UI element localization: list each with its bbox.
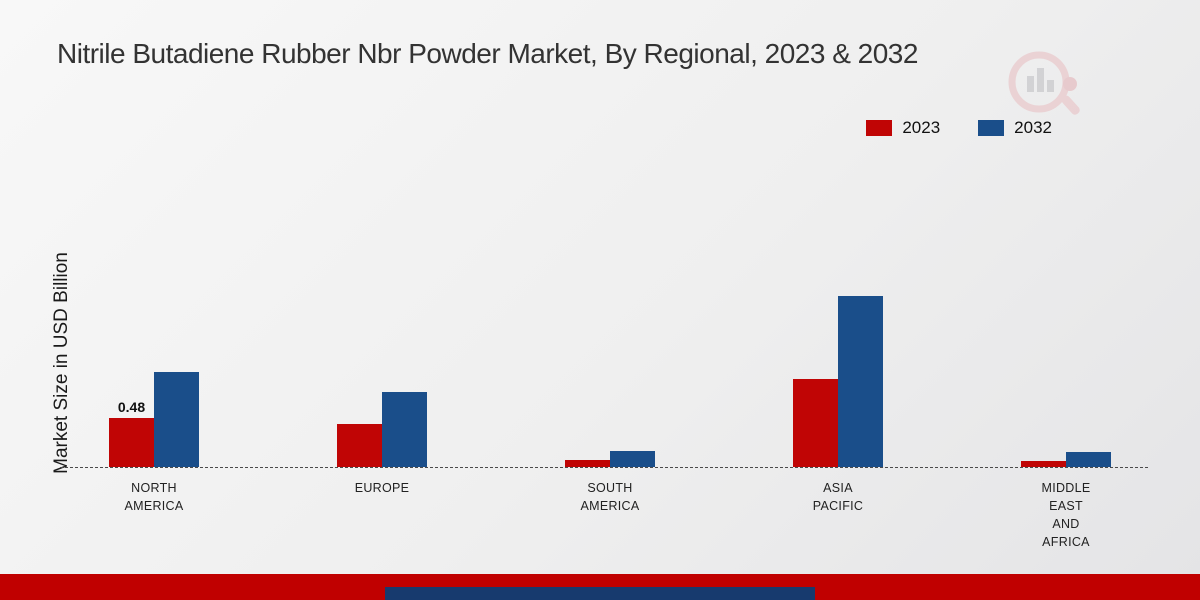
bar-2023-south-america[interactable] xyxy=(565,460,610,467)
bar-value-label: 0.48 xyxy=(117,399,146,415)
bar-2023-asia-pacific[interactable] xyxy=(793,379,838,467)
bar-col xyxy=(1021,461,1066,467)
category-label-middle-east-and-africa: MIDDLE EAST AND AFRICA xyxy=(1041,481,1091,550)
chart-legend: 2023 2032 xyxy=(866,118,1052,138)
bar-col xyxy=(337,424,382,467)
bar-col: 0.48 xyxy=(109,399,154,467)
bar-2023-north-america[interactable] xyxy=(109,418,154,467)
legend-item-2032[interactable]: 2032 xyxy=(978,118,1052,138)
bar-2032-south-america[interactable] xyxy=(610,451,655,467)
bar-group-north-america: 0.48 NORTH AMERICA xyxy=(108,372,200,513)
x-axis-baseline xyxy=(60,467,1148,468)
bar-groups: 0.48 NORTH AMERICA EUROPE SOUTH AMERICA ASIA PA… xyxy=(40,127,1180,549)
bar-col xyxy=(838,296,883,467)
category-label-south-america: SOUTH AMERICA xyxy=(580,481,640,514)
bar-group-south-america: SOUTH AMERICA xyxy=(564,451,656,513)
bar-col xyxy=(565,460,610,467)
legend-swatch-2023 xyxy=(866,120,893,136)
legend-swatch-2032 xyxy=(978,120,1005,136)
footer-blue-bar xyxy=(385,587,815,600)
bar-2023-europe[interactable] xyxy=(337,424,382,467)
category-label-north-america: NORTH AMERICA xyxy=(124,481,184,514)
legend-label-2032: 2032 xyxy=(1014,118,1052,137)
bar-group-middle-east-and-africa: MIDDLE EAST AND AFRICA xyxy=(1020,452,1112,549)
bar-col xyxy=(610,451,655,467)
bar-2032-asia-pacific[interactable] xyxy=(838,296,883,467)
bar-2032-europe[interactable] xyxy=(382,392,427,467)
bar-2032-middle-east-and-africa[interactable] xyxy=(1066,452,1111,467)
bar-col xyxy=(793,379,838,467)
legend-label-2023: 2023 xyxy=(902,118,941,137)
bar-2032-north-america[interactable] xyxy=(154,372,199,467)
bar-2023-middle-east-and-africa[interactable] xyxy=(1021,461,1066,467)
legend-item-2023[interactable]: 2023 xyxy=(866,118,940,138)
watermark-logo xyxy=(1003,50,1085,127)
bar-group-europe: EUROPE xyxy=(336,392,428,495)
bar-col xyxy=(382,392,427,467)
category-label-europe: EUROPE xyxy=(354,481,410,495)
bar-group-asia-pacific: ASIA PACIFIC xyxy=(792,296,884,513)
bar-col xyxy=(154,372,199,467)
category-label-asia-pacific: ASIA PACIFIC xyxy=(812,481,864,514)
page-title: Nitrile Butadiene Rubber Nbr Powder Mark… xyxy=(57,38,918,69)
bar-col xyxy=(1066,452,1111,467)
